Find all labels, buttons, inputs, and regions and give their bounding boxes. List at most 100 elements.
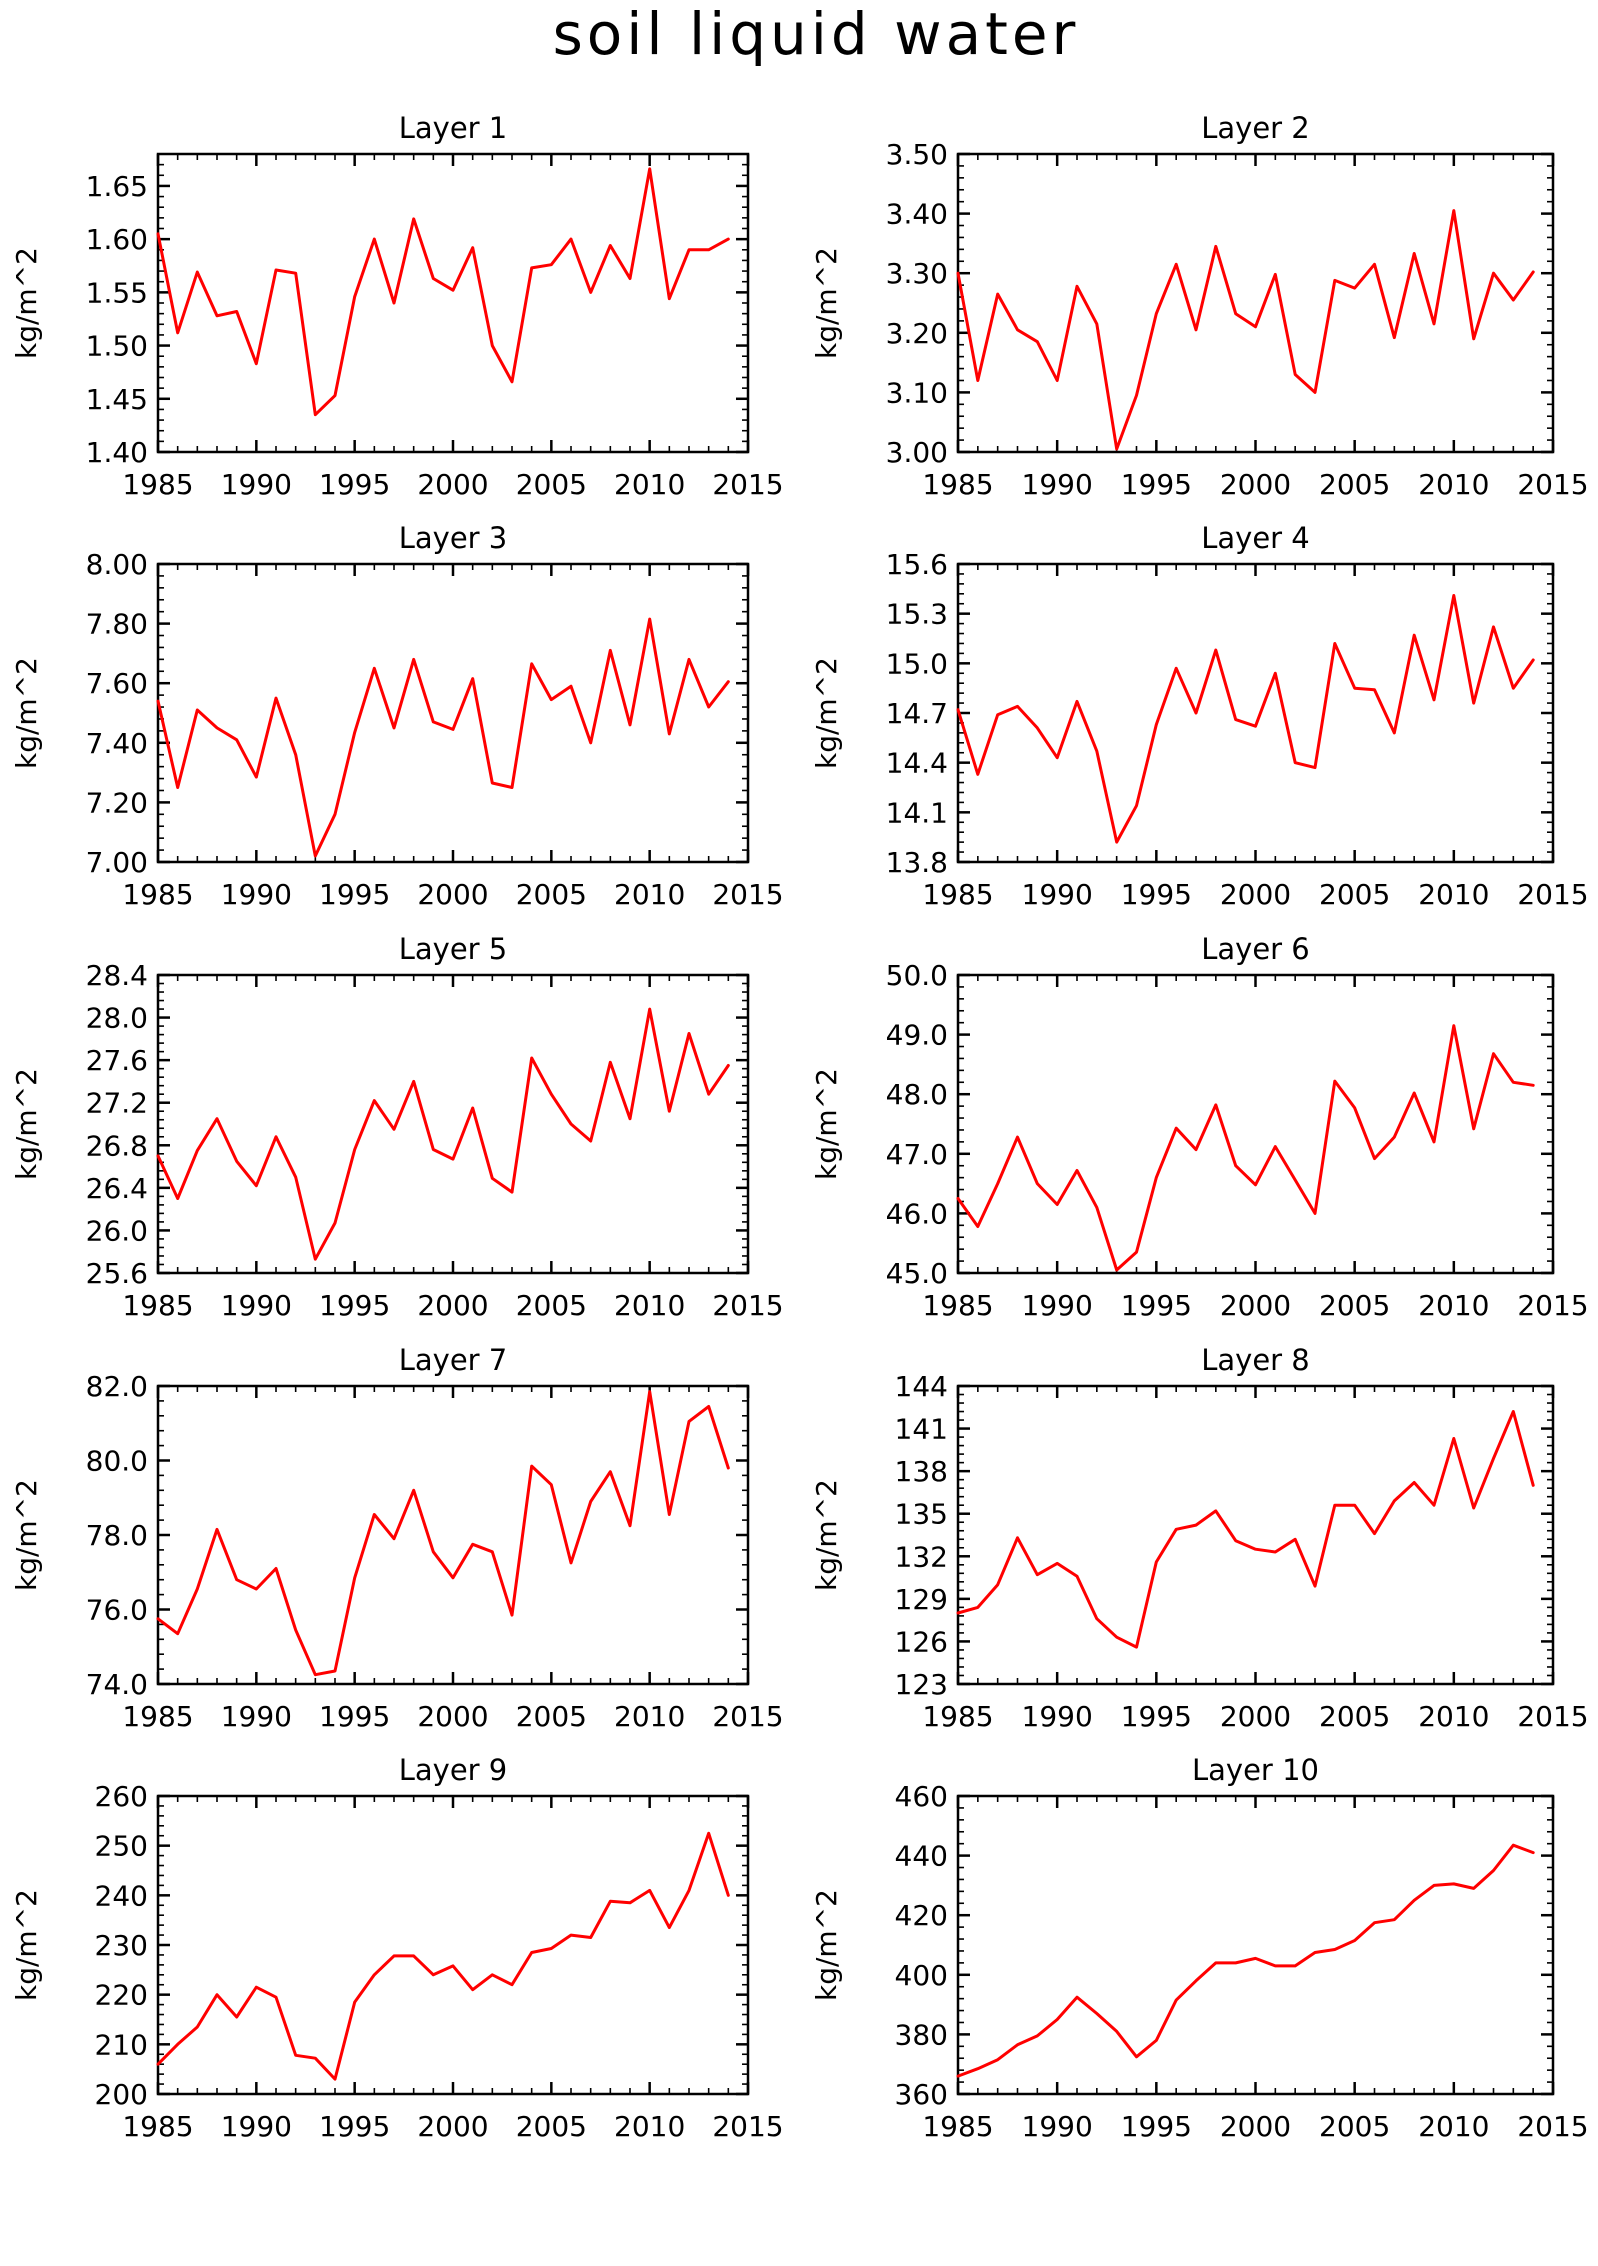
panel-layer-3-data-point (491, 781, 494, 785)
panel-layer-3-xtick-label: 2000 (417, 878, 488, 911)
panel-layer-1-data-point (510, 380, 514, 383)
panel-layer-9-xtick-label: 2005 (516, 2110, 587, 2143)
panel-layer-4-xtick-label: 1990 (1022, 878, 1093, 911)
panel-layer-7-xtick-label: 2010 (614, 1700, 685, 1733)
panel-layer-1-data-point (156, 232, 160, 236)
panel-layer-5-data-point (451, 1157, 455, 1161)
panel-layer-1-data-point (451, 289, 455, 292)
panel-layer-2-data-point (1412, 252, 1416, 255)
panel-layer-3-data-point (687, 658, 691, 661)
panel-layer-3-title: Layer 3 (399, 521, 508, 555)
panel-layer-7-data-point (687, 1420, 691, 1423)
panel-layer-5-xtick-label: 1990 (221, 1289, 292, 1322)
panel-layer-4-data-point (1412, 633, 1416, 637)
panel-layer-8-data-point (1393, 1499, 1396, 1503)
panel-layer-9-data-point (510, 1983, 514, 1986)
panel-layer-8-data-point (1115, 1635, 1118, 1639)
panel-layer-2-ytick-label: 3.50 (886, 138, 948, 171)
panel-layer-9-ytick-label: 240 (95, 1879, 148, 1912)
panel-layer-9-ytick-label: 250 (95, 1830, 148, 1863)
panel-layer-9-data-point (156, 2063, 160, 2066)
panel-layer-8-ytick-label: 135 (895, 1498, 948, 1531)
panel-layer-4-data-point (1373, 688, 1376, 692)
panel-layer-3-data-point (569, 684, 573, 688)
panel-layer-2-data-point (1095, 322, 1099, 326)
panel-layer-1-ytick-label: 1.45 (86, 383, 148, 416)
panel-layer-2-data-point (1472, 337, 1475, 340)
panel-layer-9-xtick-label: 2015 (712, 2110, 783, 2143)
panel-layer-10-series-line (956, 1843, 1535, 2078)
panel-layer-9-data-point (314, 2057, 317, 2060)
panel-layer-9-data-point (707, 1832, 710, 1835)
panel-layer-8-data-point (1135, 1645, 1138, 1649)
panel-layer-6-data-point (1254, 1183, 1257, 1186)
panel-layer-6-xtick-label: 2010 (1418, 1289, 1489, 1322)
panel-layer-3-data-point (550, 698, 553, 701)
panel-layer-5-data-point (235, 1160, 238, 1163)
panel-layer-3-data-point (648, 617, 651, 621)
panel-layer-8-data-point (1472, 1506, 1475, 1510)
panel-layer-1-xtick-label: 1995 (319, 468, 390, 501)
panel-layer-2-data-point (1293, 373, 1297, 376)
panel-layer-3-data-point (707, 705, 710, 709)
panel-layer-6-frame (956, 973, 1555, 1275)
panel-layer-8-data-point (1055, 1562, 1059, 1565)
panel-layer-9-data-point (412, 1954, 415, 1958)
panel-layer-3-data-point (156, 699, 160, 703)
panel-layer-10-data-point (1472, 1887, 1475, 1890)
panel-layer-3-xtick-label: 2005 (516, 878, 587, 911)
panel-layer-9-data-point (609, 1900, 612, 1903)
panel-layer-6-xtick-label: 2005 (1319, 1289, 1390, 1322)
panel-layer-6-ytick-label: 48.0 (886, 1078, 948, 1111)
panel-layer-7-data-point (274, 1567, 278, 1570)
panel-layer-1-title: Layer 1 (399, 111, 508, 145)
panel-layer-8-data-point (1274, 1550, 1277, 1554)
panel-layer-6-xtick-label: 2000 (1220, 1289, 1291, 1322)
panel-layer-7: Layer 7 kg/m^2 1985 1990 1995 2000 2005 2010 201… (10, 1343, 784, 1733)
panel-layer-4-xtick-label: 2010 (1418, 878, 1489, 911)
panel-layer-4-data-point (1393, 731, 1396, 735)
panel-layer-10-data-point (1036, 2034, 1039, 2038)
panel-layer-9-xtick-label: 1995 (319, 2110, 390, 2143)
panel-layer-1-data-point (609, 244, 612, 247)
panel-layer-7-ytick-label: 76.0 (86, 1594, 148, 1627)
panel-layer-2-xtick-label: 2010 (1418, 468, 1489, 501)
panel-layer-4-ytick-label: 14.7 (886, 697, 948, 730)
panel-layer-10-data-point (1333, 1948, 1337, 1951)
panel-layer-7-data-point (333, 1669, 337, 1673)
panel-layer-8-ytick-label: 144 (895, 1370, 948, 1403)
panel-layer-8-data-point (1353, 1504, 1356, 1507)
panel-layer-4-data-point (1214, 648, 1218, 652)
panel-layer-8-ytick-label: 129 (895, 1583, 948, 1616)
panel-layer-4-frame (956, 562, 1555, 864)
panel-layer-7-data-point (491, 1550, 494, 1553)
panel-layer-5-ytick-label: 25.6 (86, 1257, 148, 1290)
panel-layer-2-xtick-label: 1995 (1121, 468, 1192, 501)
panel-layer-2-ytick-label: 3.00 (886, 436, 948, 469)
panel-layer-8-data-point (996, 1583, 999, 1586)
panel-layer-1-ytick-label: 1.55 (86, 276, 148, 309)
panel-layer-5-series-line (156, 1007, 730, 1261)
panel-layer-8: Layer 8 kg/m^2 1985 1990 1995 2000 2005 2010 201… (810, 1343, 1589, 1733)
panel-layer-4-data-point (1155, 723, 1158, 726)
panel-layer-9-data-point (333, 2077, 337, 2081)
panel-layer-9: Layer 9 kg/m^2 1985 1990 1995 2000 2005 2010 201… (10, 1753, 784, 2143)
panel-layer-2-data-point (1393, 336, 1396, 339)
panel-layer-5-data-point (196, 1149, 199, 1152)
panel-layer-5-data-point (491, 1177, 494, 1180)
panel-layer-9-xtick-label: 2000 (417, 2110, 488, 2143)
panel-layer-10-data-point (1194, 1979, 1198, 1982)
panel-layer-8-data-point (1174, 1528, 1178, 1531)
panel-layer-9-data-point (294, 2054, 297, 2057)
panel-layer-5-title: Layer 5 (399, 932, 508, 966)
panel-layer-2-data-point (1531, 270, 1535, 274)
panel-layer-4-ytick-label: 14.1 (886, 796, 948, 829)
panel-layer-1-ytick-label: 1.40 (86, 436, 148, 469)
panel-layer-9-data-point (432, 1973, 435, 1977)
panel-layer-8-data-point (1095, 1617, 1099, 1620)
panel-layer-5-ytick-label: 28.0 (86, 1002, 148, 1035)
panel-layer-3-data-point (530, 662, 533, 666)
panel-layer-7-data-point (609, 1470, 612, 1473)
panel-layer-7-xtick-label: 1990 (221, 1700, 292, 1733)
panel-layer-10-xtick-label: 2015 (1517, 2110, 1588, 2143)
